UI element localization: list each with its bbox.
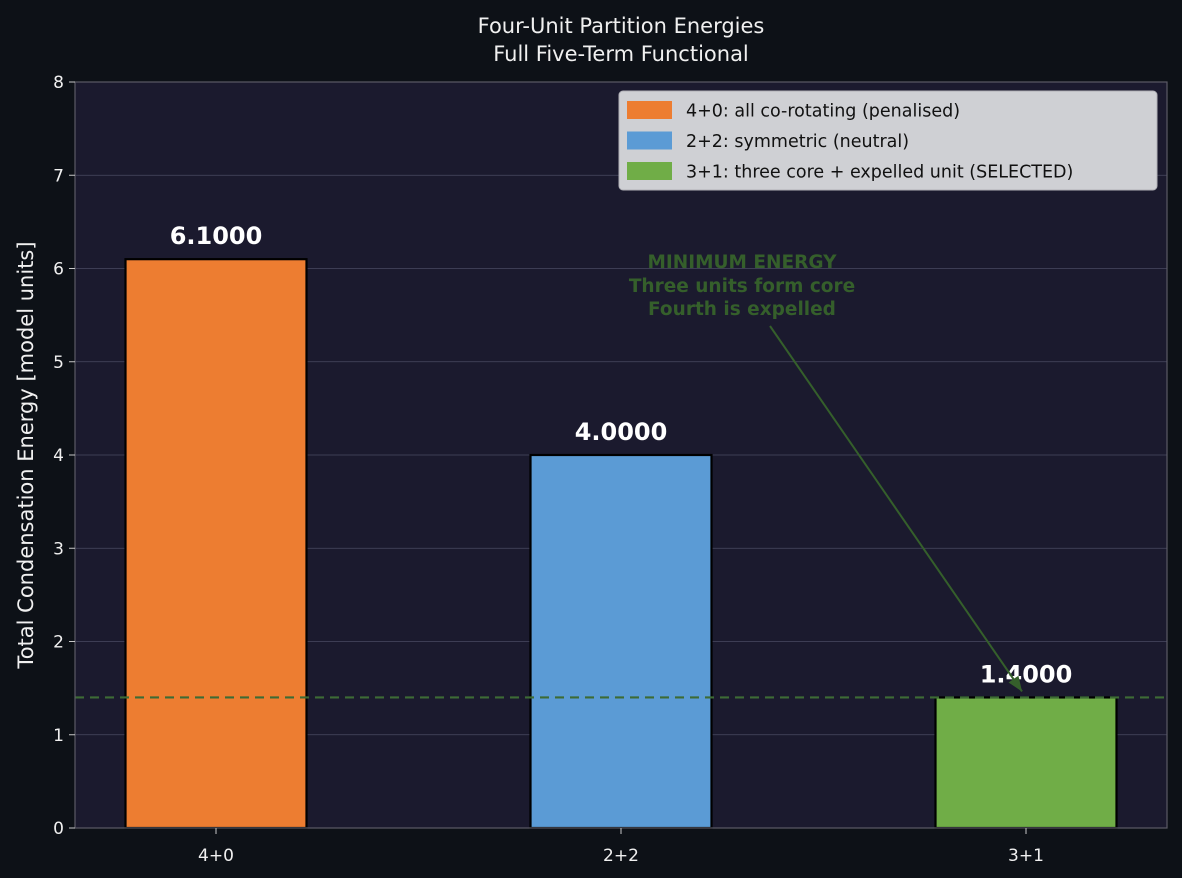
bar [934,696,1118,830]
y-tick-label: 2 [53,633,64,653]
y-tick-label: 7 [53,166,64,186]
y-tick-label: 1 [53,726,64,746]
legend-swatch [627,131,672,150]
value-label: 4.0000 [575,418,668,446]
legend-label: 2+2: symmetric (neutral) [686,132,909,152]
annotation-line: Three units form core [629,276,855,297]
y-tick-label: 0 [53,819,64,839]
bar [124,258,308,830]
y-tick-label: 8 [53,73,64,93]
legend-swatch [627,101,672,119]
value-label: 6.1000 [170,222,263,250]
chart-subtitle: Full Five-Term Functional [493,42,749,66]
annotation-line: MINIMUM ENERGY [647,252,837,273]
legend: 4+0: all co-rotating (penalised) 2+2: sym… [618,90,1158,191]
y-ticks: 0 1 2 3 4 5 6 7 8 [53,73,75,839]
chart-title: Four-Unit Partition Energies [478,14,765,38]
x-tick-label: 2+2 [603,846,639,866]
y-axis-label: Total Condensation Energy [model units] [14,241,38,669]
y-tick-label: 5 [53,353,64,373]
legend-box [618,90,1158,191]
y-tick-label: 3 [53,539,64,559]
y-tick-label: 6 [53,260,64,280]
x-tick-label: 4+0 [198,846,234,866]
y-tick-label: 4 [53,446,64,466]
legend-swatch [627,162,672,180]
legend-label: 4+0: all co-rotating (penalised) [686,102,960,122]
x-ticks: 4+0 2+2 3+1 [198,828,1044,866]
annotation: MINIMUM ENERGY Three units form core Fou… [629,252,1023,693]
bar [529,453,713,830]
legend-label: 3+1: three core + expelled unit (SELECTE… [686,163,1073,183]
annotation-arrow [769,325,1023,693]
value-labels: 6.1000 4.0000 1.4000 [170,222,1073,688]
annotation-arrow-head [1008,675,1022,692]
value-label: 1.4000 [980,660,1073,688]
annotation-line: Fourth is expelled [648,299,836,320]
x-tick-label: 3+1 [1008,846,1044,866]
